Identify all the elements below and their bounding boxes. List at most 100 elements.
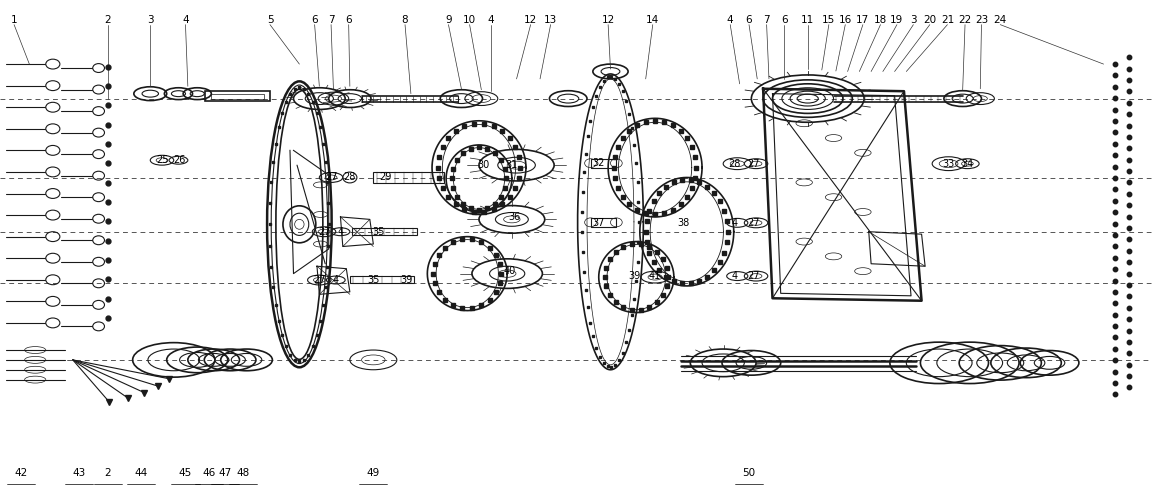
Text: 23: 23	[974, 15, 989, 25]
Text: 46: 46	[202, 468, 216, 478]
Text: 21: 21	[940, 15, 954, 25]
Text: 50: 50	[742, 468, 756, 478]
Text: 4: 4	[487, 15, 494, 25]
Polygon shape	[61, 127, 69, 138]
Polygon shape	[6, 80, 14, 92]
Text: 36: 36	[508, 212, 520, 222]
Text: 14: 14	[646, 15, 660, 25]
Text: 24: 24	[993, 15, 1007, 25]
Text: 26: 26	[174, 155, 185, 165]
Text: 6: 6	[345, 15, 352, 25]
Text: 38: 38	[677, 218, 689, 228]
Polygon shape	[6, 166, 14, 178]
Text: 27: 27	[325, 173, 337, 182]
Text: 27: 27	[748, 271, 760, 281]
Bar	[591, 159, 616, 168]
Text: 31: 31	[506, 160, 518, 170]
Text: 4: 4	[731, 271, 738, 281]
Polygon shape	[6, 209, 14, 221]
Text: 5: 5	[266, 15, 274, 25]
Polygon shape	[61, 170, 69, 181]
Polygon shape	[6, 295, 14, 307]
Text: 7: 7	[763, 15, 770, 25]
Text: 25: 25	[156, 155, 168, 165]
Text: 28: 28	[729, 159, 741, 169]
Text: 17: 17	[856, 15, 870, 25]
Text: 28: 28	[344, 173, 356, 182]
Polygon shape	[61, 192, 69, 203]
Polygon shape	[6, 231, 14, 243]
Polygon shape	[6, 274, 14, 286]
Text: 40: 40	[504, 266, 515, 276]
Text: 4: 4	[332, 275, 339, 285]
Polygon shape	[61, 84, 69, 95]
Text: 2: 2	[104, 468, 112, 478]
Text: 29: 29	[379, 173, 391, 182]
Text: 44: 44	[134, 468, 148, 478]
Polygon shape	[6, 252, 14, 264]
Polygon shape	[61, 213, 69, 224]
Polygon shape	[6, 123, 14, 135]
Text: 13: 13	[544, 15, 558, 25]
Text: 43: 43	[72, 468, 86, 478]
Text: 2: 2	[104, 15, 112, 25]
Text: 11: 11	[801, 15, 815, 25]
Text: 6: 6	[311, 15, 318, 25]
Text: 47: 47	[218, 468, 232, 478]
Polygon shape	[61, 321, 69, 332]
Text: 22: 22	[958, 15, 972, 25]
Text: 4: 4	[727, 15, 734, 25]
Text: 27: 27	[313, 275, 325, 285]
Text: 9: 9	[445, 15, 452, 25]
Text: 4: 4	[337, 227, 344, 237]
Text: 6: 6	[781, 15, 788, 25]
Text: 6: 6	[745, 15, 753, 25]
Polygon shape	[6, 58, 14, 70]
Polygon shape	[61, 106, 69, 116]
Text: 8: 8	[402, 15, 409, 25]
Bar	[352, 228, 417, 235]
Text: 30: 30	[478, 160, 490, 170]
Text: 12: 12	[601, 15, 615, 25]
Text: 20: 20	[923, 15, 937, 25]
Bar	[211, 94, 264, 99]
Polygon shape	[61, 63, 69, 73]
Bar	[591, 218, 616, 227]
Text: 34: 34	[962, 159, 973, 169]
Text: 10: 10	[463, 15, 477, 25]
Text: 35: 35	[367, 275, 379, 285]
Text: 3: 3	[147, 15, 154, 25]
Polygon shape	[6, 188, 14, 200]
Bar	[205, 91, 270, 101]
Text: 33: 33	[943, 159, 954, 169]
Text: 32: 32	[593, 158, 605, 168]
Text: 49: 49	[366, 468, 380, 478]
Text: 41: 41	[649, 271, 661, 281]
Text: 42: 42	[14, 468, 28, 478]
Text: 1: 1	[11, 15, 18, 25]
Text: 18: 18	[873, 15, 888, 25]
Text: 45: 45	[178, 468, 193, 478]
Text: 16: 16	[838, 15, 852, 25]
Text: 4: 4	[731, 218, 738, 228]
Polygon shape	[6, 317, 14, 329]
Polygon shape	[61, 278, 69, 289]
Polygon shape	[61, 299, 69, 310]
Text: 4: 4	[182, 15, 189, 25]
Text: 15: 15	[822, 15, 836, 25]
Bar	[350, 276, 414, 283]
Text: 39: 39	[400, 275, 412, 285]
Text: 19: 19	[890, 15, 904, 25]
Text: 3: 3	[910, 15, 917, 25]
Polygon shape	[61, 256, 69, 267]
Text: 7: 7	[328, 15, 335, 25]
Polygon shape	[6, 144, 14, 156]
Text: 27: 27	[748, 218, 760, 228]
Text: 27: 27	[748, 159, 760, 169]
Text: 48: 48	[236, 468, 250, 478]
Text: 27: 27	[318, 227, 330, 237]
Polygon shape	[6, 102, 14, 113]
Polygon shape	[61, 149, 69, 160]
Text: 12: 12	[524, 15, 538, 25]
Text: 39: 39	[628, 271, 640, 281]
